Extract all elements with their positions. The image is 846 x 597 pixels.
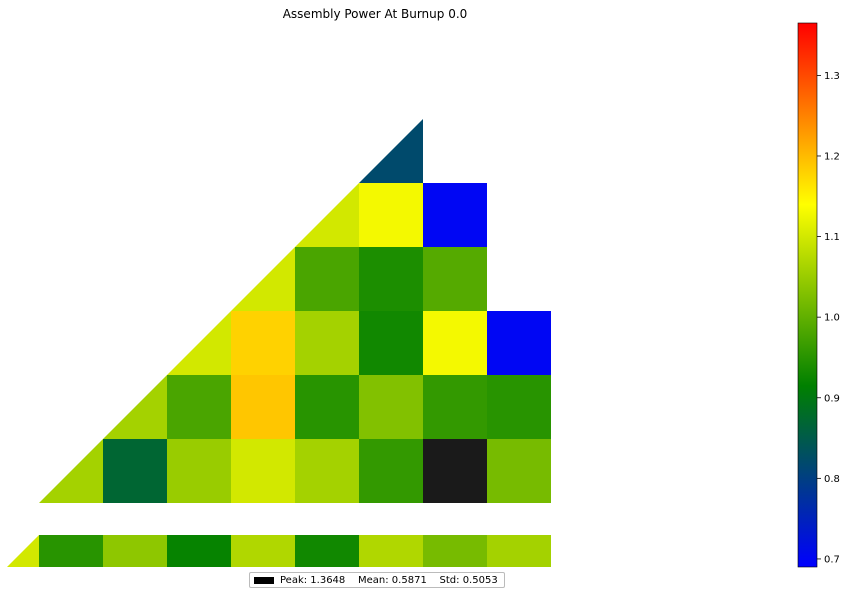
heatmap-cell: [103, 535, 167, 567]
heatmap-cell: [39, 535, 103, 567]
heatmap-cell: [487, 375, 551, 439]
heatmap-cell: [167, 375, 231, 439]
heatmap-cell: [167, 311, 231, 375]
heatmap-cell: [295, 439, 359, 503]
colorbar-tick-label: 1.0: [824, 313, 840, 324]
legend-peak: Peak: 1.3648: [280, 574, 346, 586]
heatmap-cell: [167, 535, 231, 567]
heatmap-cell: [487, 439, 551, 503]
heatmap-cell: [487, 311, 551, 375]
colorbar-tick-label: 0.8: [824, 474, 840, 485]
heatmap-cell: [359, 183, 423, 247]
heatmap-cell: [231, 535, 295, 567]
heatmap-cell: [295, 375, 359, 439]
legend-std: Std: 0.5053: [439, 574, 498, 586]
heatmap-cells: [7, 119, 551, 567]
heatmap-cell: [231, 311, 295, 375]
heatmap-cell: [359, 311, 423, 375]
legend-mean: Mean: 0.5871: [358, 574, 427, 586]
colorbar-tick-label: 1.3: [824, 71, 840, 82]
heatmap-cell: [359, 119, 423, 183]
heatmap-cell: [231, 439, 295, 503]
heatmap-cell: [295, 535, 359, 567]
colorbar-tick-label: 1.1: [824, 232, 840, 243]
colorbar-tick-label: 0.9: [824, 393, 840, 404]
legend-swatch: [254, 576, 274, 584]
colorbar-tick-label: 1.2: [824, 151, 840, 162]
heatmap-cell: [295, 247, 359, 311]
chart-title: Assembly Power At Burnup 0.0: [283, 7, 468, 21]
heatmap-cell: [103, 439, 167, 503]
colorbar-tick-label: 0.7: [824, 554, 840, 565]
heatmap-cell: [359, 375, 423, 439]
heatmap-cell: [423, 439, 487, 503]
legend: Peak: 1.3648 Mean: 0.5871 Std: 0.5053: [249, 572, 505, 588]
heatmap-cell: [359, 439, 423, 503]
heatmap-cell: [487, 535, 551, 567]
heatmap-cell: [423, 247, 487, 311]
heatmap-cell: [423, 311, 487, 375]
colorbar-ticks: 0.7 0.8 0.9 1.0 1.1 1.2 1.3: [817, 71, 840, 565]
heatmap-cell: [359, 247, 423, 311]
heatmap-cell: [423, 375, 487, 439]
heatmap-cell: [231, 247, 295, 311]
heatmap-cell: [295, 183, 359, 247]
heatmap-cell: [231, 375, 295, 439]
colorbar: [797, 22, 818, 568]
heatmap-cell: [359, 535, 423, 567]
heatmap-cell: [423, 535, 487, 567]
heatmap-cell: [7, 535, 39, 567]
heatmap-cell: [423, 183, 487, 247]
heatmap-cell: [103, 375, 167, 439]
heatmap-cell: [39, 439, 103, 503]
heatmap-cell: [295, 311, 359, 375]
heatmap-cell: [167, 439, 231, 503]
